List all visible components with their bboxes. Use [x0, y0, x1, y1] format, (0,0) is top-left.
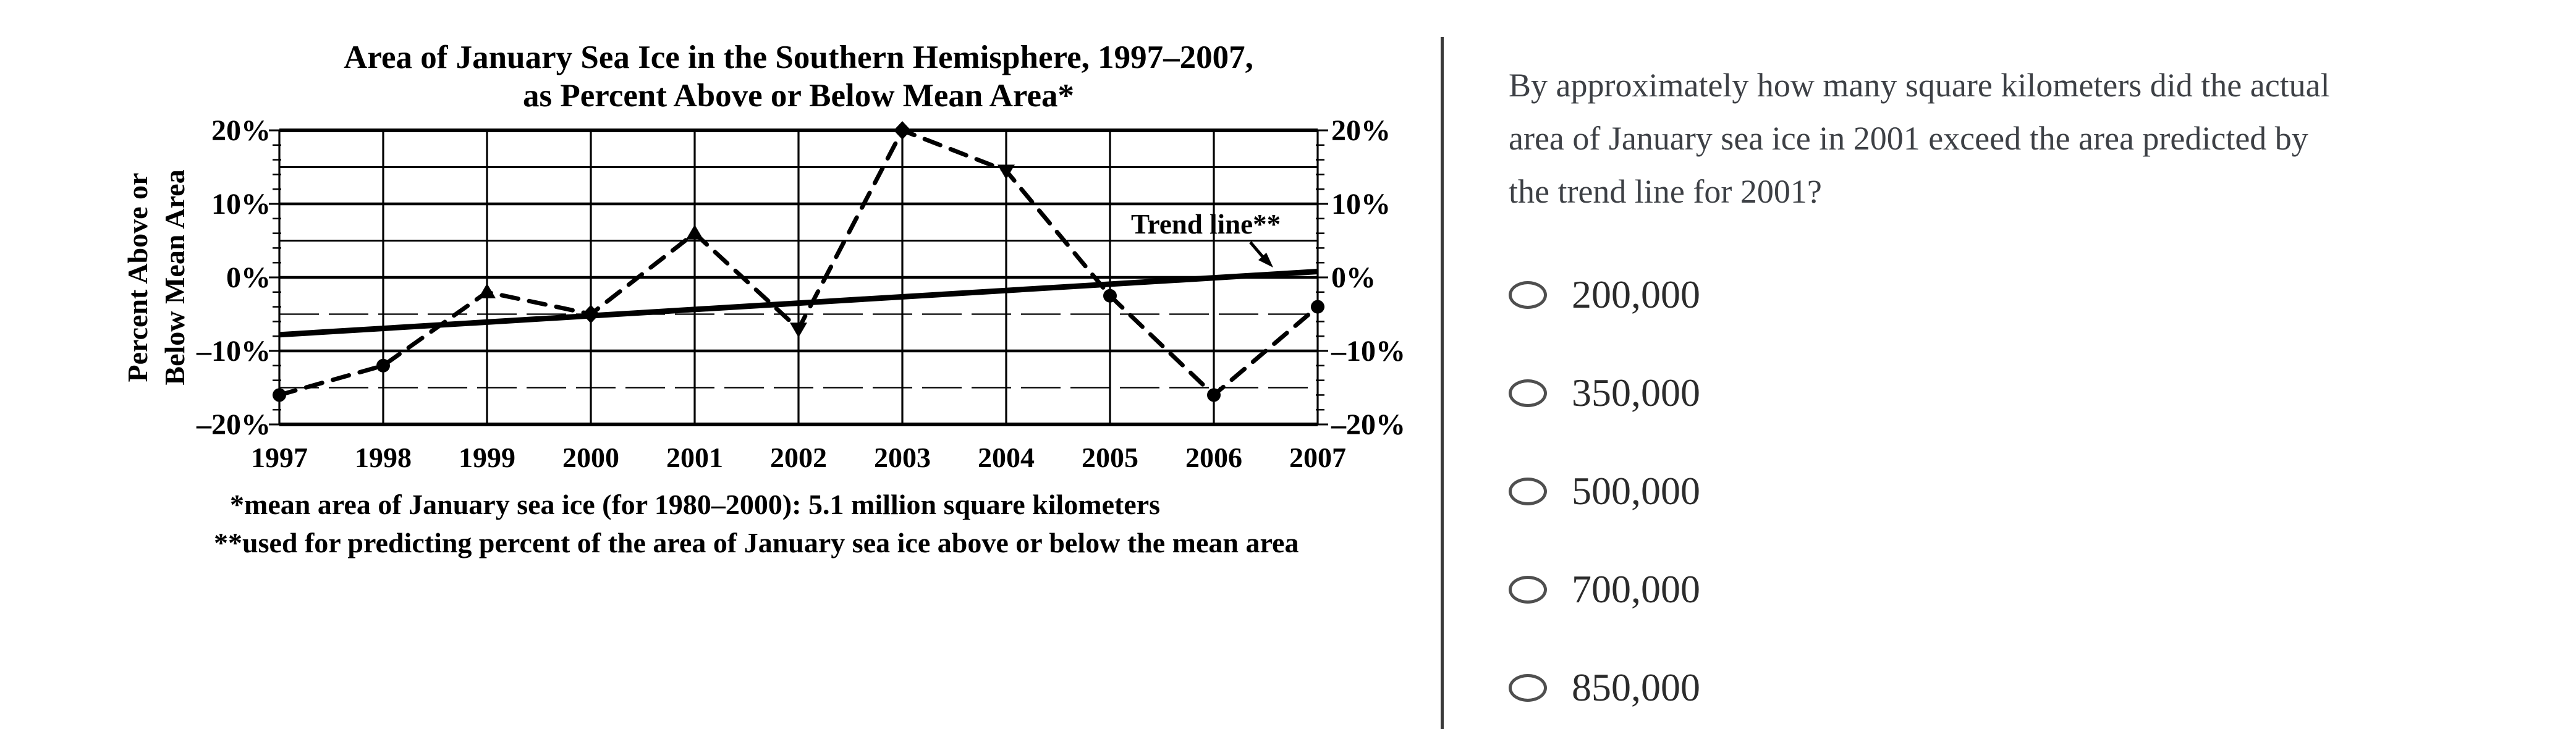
y-tick-label-left: –20%: [196, 408, 271, 441]
answer-options: 200,000 350,000 500,000 700,000 850,000: [1509, 272, 1700, 710]
x-axis-year-label: 1998: [355, 442, 412, 473]
chart-title-line2: as Percent Above or Below Mean Area*: [523, 78, 1074, 114]
y-tick-label-right: 0%: [1331, 261, 1376, 294]
x-axis-year-label: 2002: [770, 442, 827, 473]
radio-button[interactable]: [1509, 379, 1547, 407]
x-axis-year-label: 2006: [1185, 442, 1242, 473]
question-panel: By approximately how many square kilomet…: [1509, 0, 2559, 729]
y-tick-label-left: –10%: [196, 335, 271, 368]
trend-line-label: Trend line**: [1131, 209, 1281, 240]
chart-title-line1: Area of January Sea Ice in the Southern …: [344, 40, 1253, 75]
panel-divider: [1441, 37, 1444, 729]
question-line: By approximately how many square kilomet…: [1509, 67, 2330, 104]
y-axis-title-line1: Percent Above or: [122, 173, 153, 382]
x-axis-year-label: 1999: [459, 442, 515, 473]
option-label[interactable]: 500,000: [1572, 469, 1700, 513]
trend-label-arrow-line: [1249, 241, 1266, 260]
x-axis-year-label: 2007: [1289, 442, 1346, 473]
data-point-marker: [686, 224, 703, 240]
x-axis-year-label: 2001: [666, 442, 723, 473]
option-label[interactable]: 850,000: [1572, 665, 1700, 709]
x-axis-year-label: 2005: [1082, 442, 1138, 473]
y-tick-label-right: –20%: [1331, 408, 1405, 441]
question-line: the trend line for 2001?: [1509, 173, 1822, 210]
data-point-marker: [582, 305, 600, 324]
data-point-marker: [273, 388, 286, 402]
trend-line: [279, 268, 1318, 338]
data-point-marker: [1103, 289, 1117, 303]
data-point-marker: [1311, 300, 1324, 314]
answer-option[interactable]: 200,000: [1509, 272, 1700, 317]
radio-button[interactable]: [1509, 280, 1547, 309]
x-axis-year-label: 2000: [562, 442, 619, 473]
trend-label-arrowhead-icon: [1258, 253, 1273, 268]
radio-button[interactable]: [1509, 575, 1547, 604]
question-line: area of January sea ice in 2001 exceed t…: [1509, 120, 2308, 157]
answer-option[interactable]: 850,000: [1509, 665, 1700, 710]
radio-button[interactable]: [1509, 477, 1547, 505]
data-point-marker: [478, 283, 496, 298]
data-point-marker: [894, 121, 911, 140]
option-label[interactable]: 200,000: [1572, 272, 1700, 316]
question-text: By approximately how many square kilomet…: [1509, 59, 2498, 218]
data-point-marker: [790, 322, 807, 338]
x-axis-year-label: 1997: [251, 442, 308, 473]
y-tick-label-left: 10%: [211, 188, 271, 221]
answer-option[interactable]: 350,000: [1509, 371, 1700, 415]
data-point-marker: [998, 164, 1015, 180]
data-point-marker: [376, 358, 390, 373]
option-label[interactable]: 700,000: [1572, 567, 1700, 611]
x-axis-year-label: 2003: [874, 442, 931, 473]
x-axis-year-label: 2004: [978, 442, 1035, 473]
y-tick-label-right: 20%: [1331, 114, 1391, 147]
sea-ice-chart: 1997 1998 1999 2000 2001 2002 2003 2004 2005 2006…: [122, 40, 1405, 558]
option-label[interactable]: 350,000: [1572, 371, 1700, 415]
chart-footnote-2: **used for predicting percent of the are…: [214, 527, 1299, 558]
chart-plot-area: 1997 1998 1999 2000 2001 2002 2003 2004 2005 2006…: [196, 114, 1405, 473]
y-tick-label-right: –10%: [1331, 335, 1405, 368]
chart-panel: 1997 1998 1999 2000 2001 2002 2003 2004 2005 2006…: [122, 40, 1405, 558]
y-axis-title-line2: Below Mean Area: [159, 169, 190, 385]
y-tick-label-right: 10%: [1331, 188, 1391, 221]
data-point-marker: [1207, 388, 1221, 402]
answer-option[interactable]: 700,000: [1509, 567, 1700, 612]
radio-button[interactable]: [1509, 673, 1547, 702]
y-tick-label-left: 20%: [211, 114, 271, 147]
y-tick-label-left: 0%: [226, 261, 271, 294]
answer-option[interactable]: 500,000: [1509, 469, 1700, 513]
chart-footnote-1: *mean area of January sea ice (for 1980–…: [230, 489, 1160, 520]
